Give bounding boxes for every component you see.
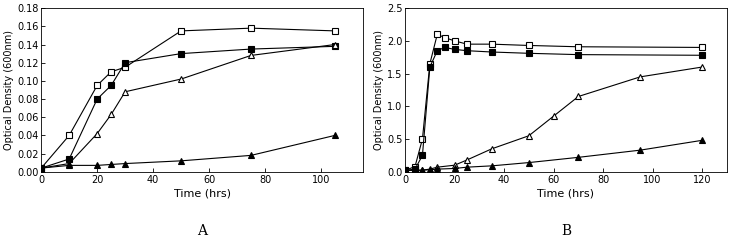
Y-axis label: Optical Density (600nm): Optical Density (600nm) — [4, 30, 14, 150]
Text: B: B — [561, 224, 571, 238]
Text: A: A — [197, 224, 207, 238]
X-axis label: Time (hrs): Time (hrs) — [537, 189, 594, 199]
X-axis label: Time (hrs): Time (hrs) — [173, 189, 230, 199]
Y-axis label: Optical Density (600nm): Optical Density (600nm) — [374, 30, 384, 150]
